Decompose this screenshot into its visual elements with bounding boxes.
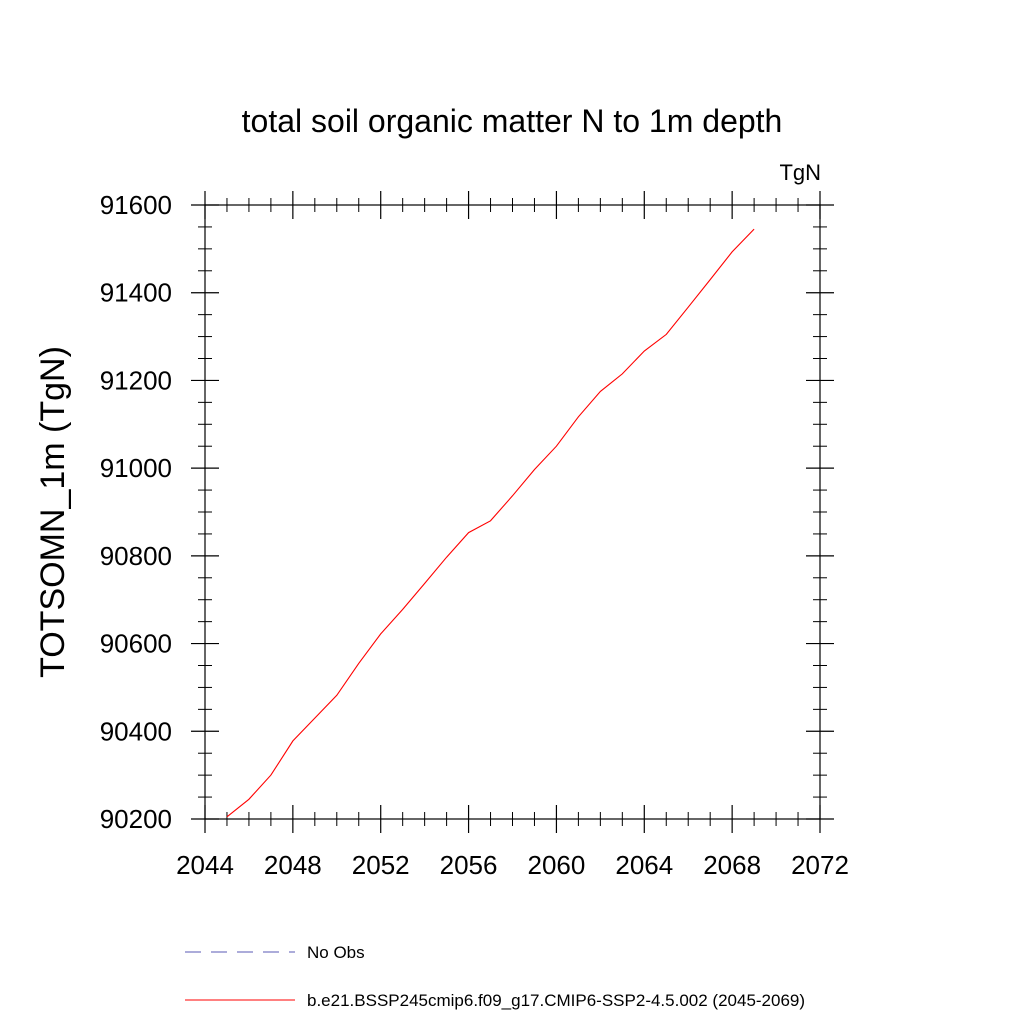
legend: No Obs b.e21.BSSP245cmip6.f09_g17.CMIP6-S…: [185, 943, 805, 1010]
x-tick-label: 2052: [352, 850, 410, 880]
x-tick-label: 2056: [440, 850, 498, 880]
x-tick-label: 2060: [528, 850, 586, 880]
minor-ticks: [198, 198, 827, 826]
x-tick-label: 2064: [615, 850, 673, 880]
series-lines: [226, 228, 755, 818]
x-tick-label: 2048: [264, 850, 322, 880]
y-tick-labels: 90200 90400 90600 90800 91000 91200 91400 91600: [100, 190, 172, 834]
x-tick-labels: 2044 2048 2052 2056 2060 2064 2068 2072: [176, 850, 849, 880]
y-tick-label: 91400: [100, 278, 172, 308]
y-tick-label: 90400: [100, 716, 172, 746]
y-tick-label: 90800: [100, 541, 172, 571]
major-ticks: [191, 191, 834, 833]
x-tick-label: 2072: [791, 850, 849, 880]
plot-border: [204, 204, 821, 820]
plot-frame: [204, 204, 821, 820]
x-tick-label: 2068: [703, 850, 761, 880]
x-tick-label: 2044: [176, 850, 234, 880]
y-tick-label: 90600: [100, 629, 172, 659]
units-label: TgN: [779, 160, 821, 185]
y-tick-label: 91600: [100, 190, 172, 220]
y-tick-label: 91200: [100, 365, 172, 395]
y-tick-label: 90200: [100, 804, 172, 834]
legend-label-0: No Obs: [307, 943, 365, 962]
legend-label-1: b.e21.BSSP245cmip6.f09_g17.CMIP6-SSP2-4.…: [307, 991, 805, 1010]
series-line-1: [226, 228, 755, 818]
chart-title: total soil organic matter N to 1m depth: [242, 103, 783, 139]
y-axis-label: TOTSOMN_1m (TgN): [34, 346, 72, 678]
y-tick-label: 91000: [100, 453, 172, 483]
